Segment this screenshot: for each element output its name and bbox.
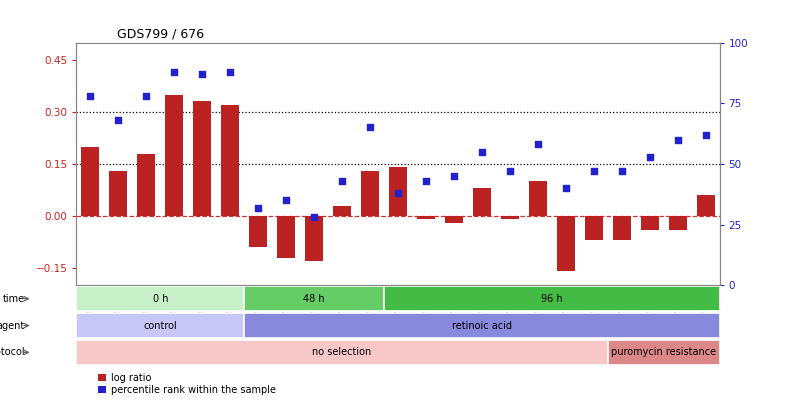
Bar [528, 181, 546, 216]
Text: growth protocol: growth protocol [0, 347, 25, 357]
Point [614, 168, 627, 175]
Point [699, 132, 711, 138]
Bar [137, 153, 155, 216]
Point [84, 93, 96, 99]
Point [671, 136, 683, 143]
Point [447, 173, 460, 179]
Bar [221, 105, 239, 216]
Bar [165, 94, 183, 216]
Text: 96 h: 96 h [540, 294, 562, 304]
Bar [249, 216, 267, 247]
Text: time: time [2, 294, 25, 304]
Bar [244, 313, 719, 338]
Bar [500, 216, 518, 220]
Point [363, 124, 376, 131]
Bar [244, 286, 384, 311]
Point [559, 185, 572, 192]
Point [223, 68, 236, 75]
Point [140, 93, 153, 99]
Point [419, 178, 432, 184]
Bar [304, 216, 323, 261]
Point [391, 190, 404, 196]
Point [475, 149, 487, 155]
Bar [416, 216, 434, 220]
Bar [556, 216, 574, 271]
Bar [389, 167, 406, 216]
Bar [277, 216, 295, 258]
Point [308, 214, 320, 221]
Bar [472, 188, 491, 216]
Point [335, 178, 348, 184]
Point [251, 205, 264, 211]
Legend: log ratio, percentile rank within the sample: log ratio, percentile rank within the sa… [94, 369, 279, 399]
Bar [695, 195, 714, 216]
Text: no selection: no selection [312, 347, 371, 357]
Bar [640, 216, 658, 230]
Text: retinoic acid: retinoic acid [451, 321, 512, 330]
Bar [612, 216, 630, 240]
Text: 48 h: 48 h [303, 294, 324, 304]
Bar [607, 340, 719, 365]
Bar [668, 216, 686, 230]
Bar [109, 171, 127, 216]
Bar [332, 205, 351, 216]
Text: 0 h: 0 h [153, 294, 168, 304]
Point [503, 168, 516, 175]
Text: GDS799 / 676: GDS799 / 676 [116, 28, 203, 40]
Bar [444, 216, 463, 223]
Bar [76, 313, 244, 338]
Point [586, 168, 599, 175]
Point [642, 153, 655, 160]
Bar [81, 147, 100, 216]
Text: control: control [143, 321, 177, 330]
Text: agent: agent [0, 321, 25, 330]
Bar [76, 340, 607, 365]
Point [112, 117, 124, 124]
Bar [584, 216, 602, 240]
Point [531, 141, 544, 148]
Point [168, 68, 181, 75]
Bar [384, 286, 719, 311]
Bar [76, 286, 244, 311]
Bar [193, 102, 211, 216]
Point [279, 197, 292, 204]
Text: puromycin resistance: puromycin resistance [610, 347, 715, 357]
Point [196, 71, 209, 77]
Bar [361, 171, 379, 216]
